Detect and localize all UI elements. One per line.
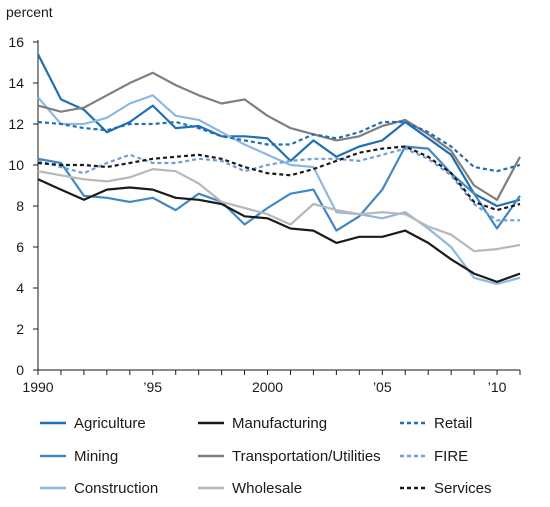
y-tick-label: 2 [16, 321, 24, 337]
x-tick-label: ’95 [143, 379, 162, 395]
y-tick-label: 8 [16, 198, 24, 214]
series-line-wholesale [37, 168, 521, 253]
x-tick-label: ’05 [373, 379, 392, 395]
legend-label: Manufacturing [232, 415, 327, 432]
series-line-transportation-utilities [37, 71, 521, 201]
x-axis-ticks: 1990 ’95 2000 ’05 ’10 [22, 370, 521, 395]
series-line-services [37, 145, 521, 212]
legend-label: Construction [74, 480, 158, 497]
axes [37, 40, 520, 371]
y-axis-ticks: 0 2 4 6 8 10 12 14 16 [8, 34, 38, 378]
y-tick-label: 16 [8, 34, 24, 50]
series-line-construction [37, 94, 521, 285]
legend-label: Retail [434, 415, 472, 432]
x-tick-label: 2000 [252, 379, 283, 395]
y-tick-label: 14 [8, 75, 24, 91]
series-line-fire [37, 147, 520, 222]
series-line-mining [37, 145, 521, 232]
x-tick-label: 1990 [22, 379, 53, 395]
series-line-agriculture [37, 53, 521, 208]
y-tick-label: 0 [16, 362, 24, 378]
series-lines [37, 53, 521, 285]
y-axis-title: percent [6, 4, 53, 20]
y-tick-label: 10 [8, 157, 24, 173]
series-line-manufacturing [37, 178, 521, 283]
legend: Agriculture Mining Construction Manufacturi… [40, 415, 492, 497]
legend-label: Wholesale [232, 480, 302, 497]
legend-label: Agriculture [74, 415, 146, 432]
y-tick-label: 4 [16, 280, 24, 296]
x-tick-label: ’10 [488, 379, 507, 395]
legend-label: Services [434, 480, 492, 497]
series-line-retail [37, 120, 521, 173]
legend-label: Mining [74, 448, 118, 465]
legend-label: FIRE [434, 448, 468, 465]
legend-label: Transportation/Utilities [232, 448, 381, 465]
y-tick-label: 12 [8, 116, 24, 132]
y-tick-label: 6 [16, 239, 24, 255]
